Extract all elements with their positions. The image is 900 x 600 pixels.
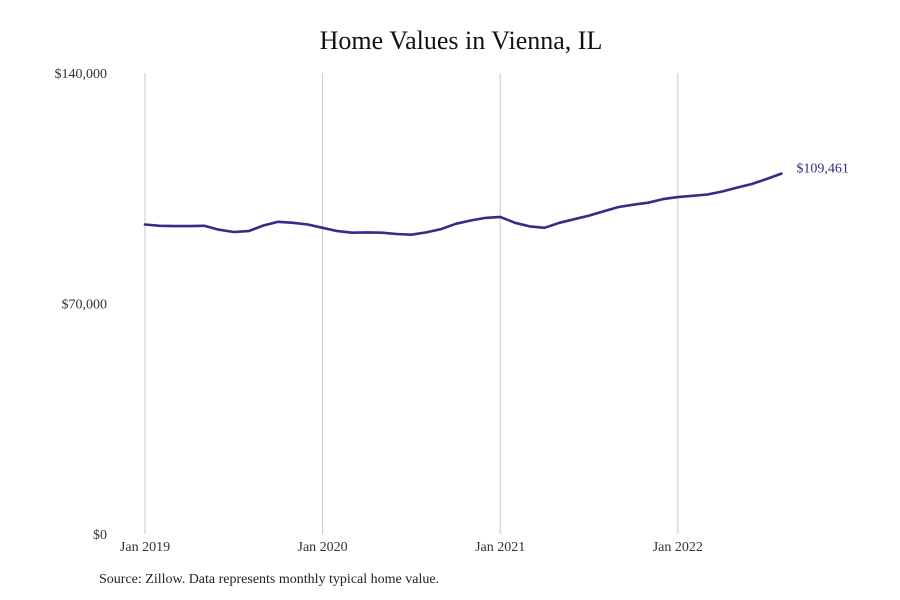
x-tick-label: Jan 2019 (120, 540, 170, 555)
y-tick-label: $0 (93, 528, 107, 543)
x-tick-label: Jan 2021 (475, 540, 525, 555)
x-tick-label: Jan 2020 (298, 540, 348, 555)
y-axis: $0 $70,000 $140,000 (55, 67, 108, 543)
y-tick-label: $140,000 (55, 67, 108, 82)
series-layer: $109,461 (143, 162, 849, 236)
y-tick-label: $70,000 (62, 298, 108, 313)
chart-title: Home Values in Vienna, IL (319, 26, 603, 55)
x-tick-label: Jan 2022 (653, 540, 703, 555)
end-value-label: $109,461 (796, 162, 849, 177)
x-axis: Jan 2019 Jan 2020 Jan 2021 Jan 2022 (120, 540, 703, 555)
source-note: Source: Zillow. Data represents monthly … (99, 572, 440, 587)
series-line (143, 172, 783, 236)
gridlines (144, 73, 679, 534)
